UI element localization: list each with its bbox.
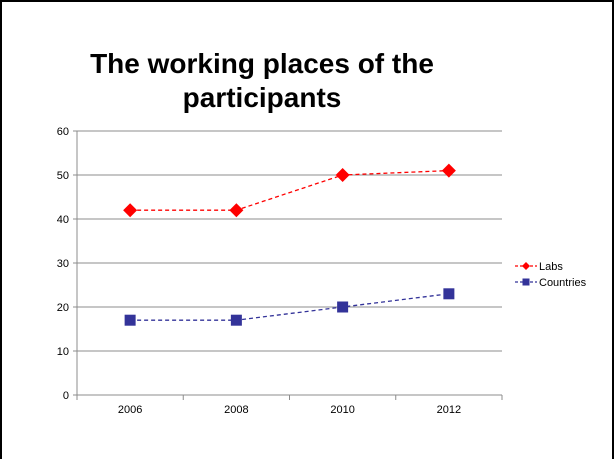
y-tick-label: 30 xyxy=(57,258,69,270)
legend-marker xyxy=(522,262,530,270)
y-tick-label: 50 xyxy=(57,170,69,182)
y-tick-label: 60 xyxy=(57,126,69,138)
data-point-labs xyxy=(123,203,138,218)
x-tick-label: 2012 xyxy=(437,404,461,416)
x-tick-label: 2008 xyxy=(224,404,248,416)
x-tick-label: 2006 xyxy=(118,404,142,416)
y-tick-label: 10 xyxy=(57,346,69,358)
legend-label: Labs xyxy=(539,261,563,273)
data-point-labs xyxy=(229,203,244,218)
data-point-countries xyxy=(230,314,242,326)
chart-title: The working places of the participants xyxy=(90,48,434,113)
data-point-labs xyxy=(335,168,350,182)
data-point-countries xyxy=(124,314,136,326)
y-tick-label: 40 xyxy=(57,214,69,226)
data-point-countries xyxy=(443,288,455,300)
legend-label: Countries xyxy=(539,277,587,289)
x-tick-label: 2010 xyxy=(330,404,354,416)
data-point-labs xyxy=(441,163,456,178)
y-tick-label: 0 xyxy=(63,390,69,402)
series-line-labs xyxy=(130,169,449,211)
legend-marker xyxy=(522,278,530,286)
series-line-countries xyxy=(130,293,449,321)
y-tick-label: 20 xyxy=(57,302,69,314)
data-point-countries xyxy=(337,301,349,313)
